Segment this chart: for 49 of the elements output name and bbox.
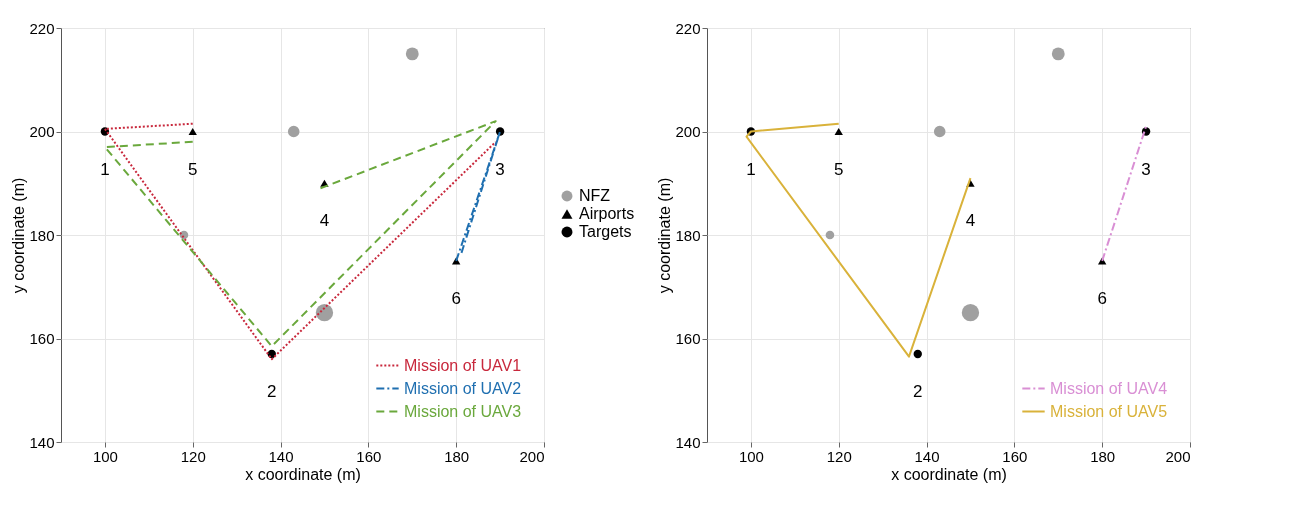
annotation: 5 — [187, 159, 198, 179]
y-tick-label: 220 — [675, 19, 701, 37]
x-tick-label: 140 — [914, 447, 940, 465]
x-tick-label: 120 — [826, 447, 852, 465]
annotation: 6 — [451, 288, 461, 308]
y-tick-label: 180 — [675, 226, 701, 244]
x-axis-title: x coordinate (m) — [891, 465, 1007, 483]
x-tick-label: 100 — [92, 447, 118, 465]
x-tick-label: 200 — [1165, 447, 1191, 465]
annotation: 2 — [267, 382, 277, 402]
legend-label: Mission of UAV1 — [404, 356, 522, 374]
annotation: 5 — [833, 159, 844, 179]
legend-label: Airports — [579, 205, 635, 222]
y-tick-label: 140 — [675, 433, 701, 451]
point — [913, 349, 922, 359]
legend-label: NFZ — [579, 187, 611, 204]
legend-label: Mission of UAV5 — [1050, 402, 1168, 420]
x-tick-label: 160 — [356, 447, 382, 465]
x-axis-title: x coordinate (m) — [245, 465, 361, 483]
y-tick-label: 180 — [29, 226, 55, 244]
x-tick-label: 100 — [738, 447, 764, 465]
legend-label: Mission of UAV4 — [1050, 379, 1168, 397]
y-tick-label: 160 — [675, 330, 701, 347]
y-tick-label: 200 — [675, 123, 701, 140]
y-tick-label: 160 — [29, 330, 55, 347]
y-tick-label: 140 — [29, 433, 55, 451]
x-tick-label: 160 — [1002, 447, 1028, 465]
legend-label: Mission of UAV2 — [404, 379, 522, 397]
y-tick-label: 220 — [29, 19, 55, 37]
annotation: 3 — [495, 159, 505, 179]
point — [188, 127, 197, 136]
x-tick-label: 180 — [1090, 447, 1116, 465]
x-tick-label: 180 — [444, 447, 470, 465]
y-axis-title: y coordinate (m) — [10, 177, 28, 294]
y-axis-title: y coordinate (m) — [656, 177, 674, 294]
y-tick-label: 200 — [29, 123, 55, 140]
annotation: 6 — [1097, 288, 1107, 308]
annotation: 2 — [913, 382, 923, 402]
annotation: 3 — [1141, 159, 1151, 179]
legend-label: Targets — [579, 223, 632, 240]
x-tick-label: 140 — [268, 447, 294, 465]
point — [834, 127, 843, 136]
annotation: 4 — [319, 211, 330, 231]
legend-label: Mission of UAV3 — [404, 402, 522, 420]
annotation: 1 — [100, 159, 110, 179]
x-tick-label: 200 — [519, 447, 545, 465]
annotation: 1 — [746, 159, 756, 179]
annotation: 4 — [965, 211, 976, 231]
x-tick-label: 120 — [180, 447, 206, 465]
